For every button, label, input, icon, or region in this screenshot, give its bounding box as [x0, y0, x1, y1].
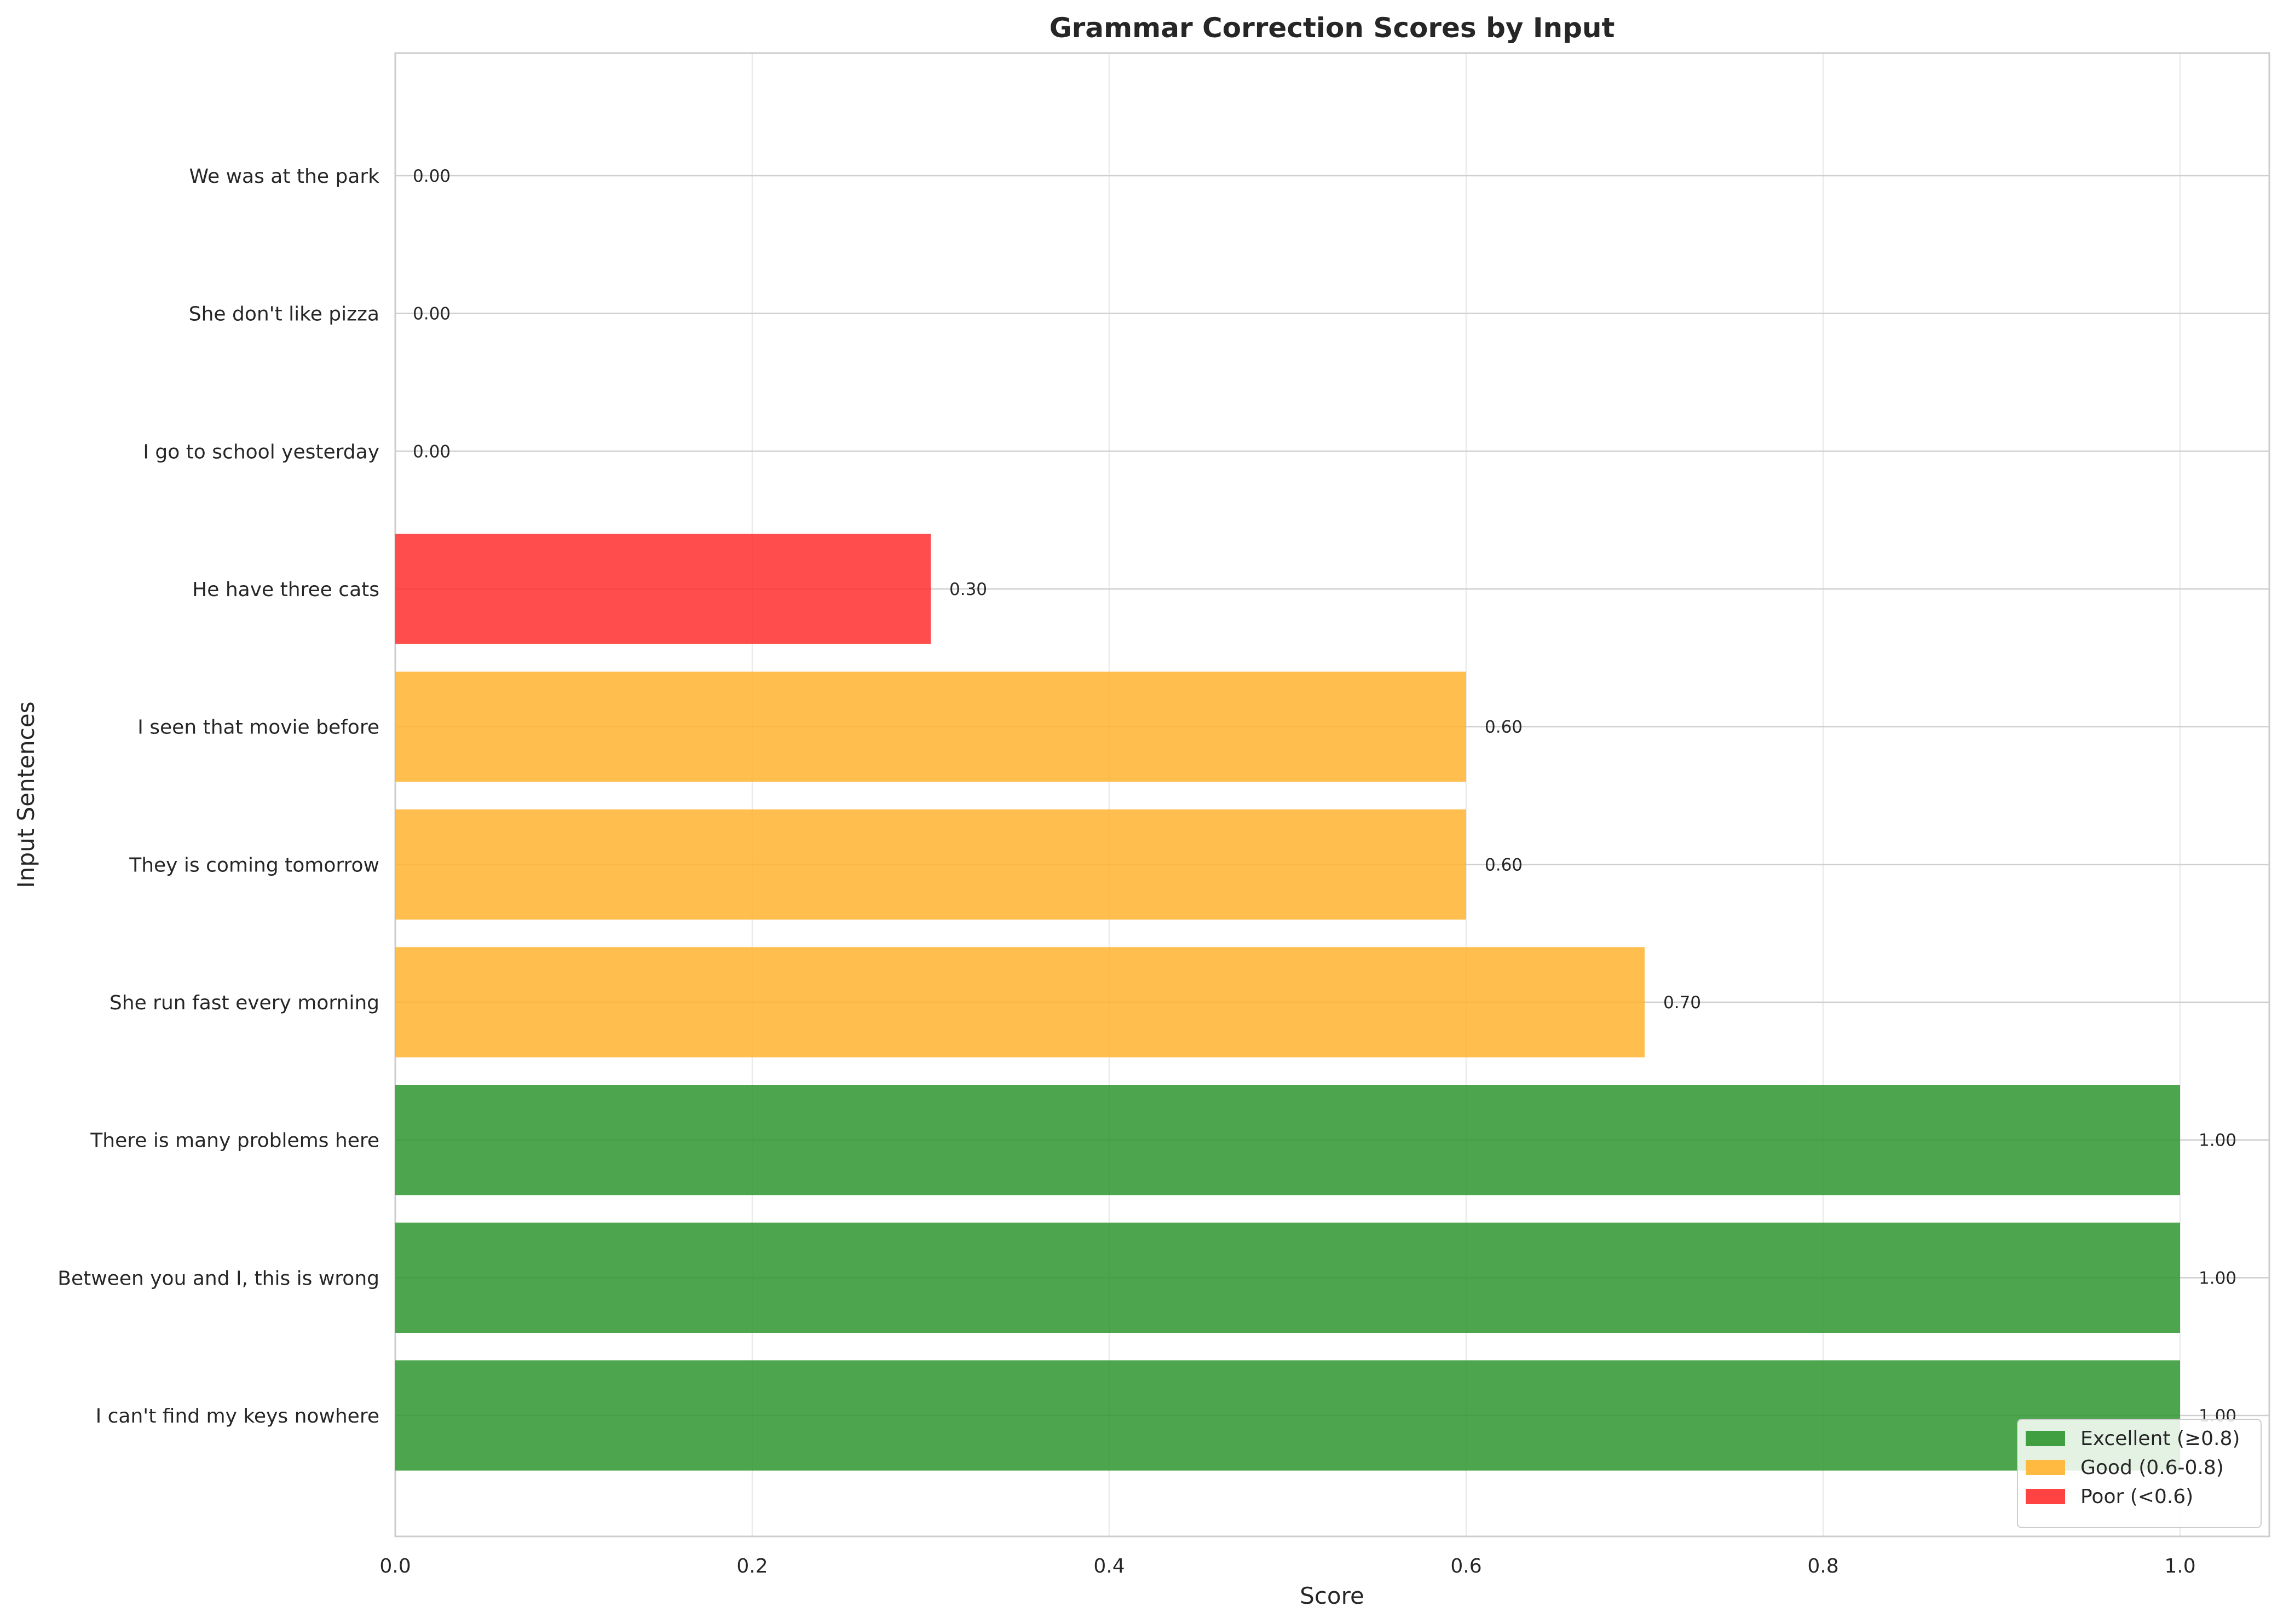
y-tick-label: We was at the park	[189, 165, 380, 188]
y-tick-label: I seen that movie before	[137, 716, 379, 739]
y-tick-label: I go to school yesterday	[143, 441, 379, 463]
chart-title: Grammar Correction Scores by Input	[1050, 12, 1615, 44]
legend-items: Excellent (≥0.8) Good (0.6-0.8) Poor (<0.6…	[2026, 1427, 2240, 1508]
bar-value-label: 0.00	[413, 442, 451, 461]
y-tick-label: I can't find my keys nowhere	[96, 1405, 379, 1427]
legend-swatch	[2026, 1431, 2065, 1446]
legend-swatch	[2026, 1489, 2065, 1504]
bars	[395, 534, 2180, 1471]
bar-value-label: 0.30	[949, 580, 987, 599]
legend-swatch	[2026, 1460, 2065, 1475]
bar-value-labels: 1.001.001.000.700.600.600.300.000.000.00	[413, 166, 2236, 1426]
bar	[395, 1085, 2180, 1195]
y-tick-label: They is coming tomorrow	[129, 854, 379, 876]
x-tick-label: 1.0	[2164, 1555, 2195, 1577]
legend-label: Excellent (≥0.8)	[2080, 1427, 2240, 1450]
bar	[395, 534, 931, 644]
bar-value-label: 0.70	[1663, 993, 1701, 1013]
y-tick-label: There is many problems here	[90, 1130, 379, 1152]
y-tick-label: She don't like pizza	[189, 303, 379, 326]
x-tick-label: 0.6	[1450, 1555, 1481, 1577]
legend-label: Poor (<0.6)	[2080, 1486, 2193, 1508]
bar-value-label: 0.60	[1485, 718, 1523, 737]
bar-value-label: 1.00	[2199, 1268, 2236, 1288]
x-tick-label: 0.0	[379, 1555, 411, 1577]
bar	[395, 672, 1466, 782]
y-tick-label: He have three cats	[192, 579, 379, 601]
bar-value-label: 0.00	[413, 304, 451, 324]
bar-value-label: 0.00	[413, 166, 451, 186]
bar-value-label: 0.60	[1485, 855, 1523, 875]
x-tick-label: 0.2	[736, 1555, 768, 1577]
x-tick-labels: 0.0 0.2 0.4 0.6 0.8 1.0	[379, 1555, 2195, 1577]
bar-value-label: 1.00	[2199, 1131, 2236, 1151]
x-axis-label: Score	[1300, 1582, 1364, 1609]
legend-box	[2017, 1419, 2262, 1528]
y-tick-label: Between you and I, this is wrong	[57, 1267, 379, 1290]
bar	[395, 1360, 2180, 1471]
plot-area-frame	[394, 52, 2270, 1538]
bar	[395, 809, 1466, 920]
legend: Excellent (≥0.8) Good (0.6-0.8) Poor (<0.6…	[2017, 1419, 2262, 1528]
y-tick-labels: I can't find my keys nowhere Between you …	[57, 165, 379, 1427]
legend-label: Good (0.6-0.8)	[2080, 1457, 2224, 1479]
bar	[395, 1222, 2180, 1333]
y-tick-label: She run fast every morning	[109, 992, 379, 1014]
bar	[395, 947, 1645, 1057]
x-tick-label: 0.8	[1807, 1555, 1838, 1577]
y-axis-label: Input Sentences	[13, 702, 39, 888]
x-tick-label: 0.4	[1093, 1555, 1125, 1577]
